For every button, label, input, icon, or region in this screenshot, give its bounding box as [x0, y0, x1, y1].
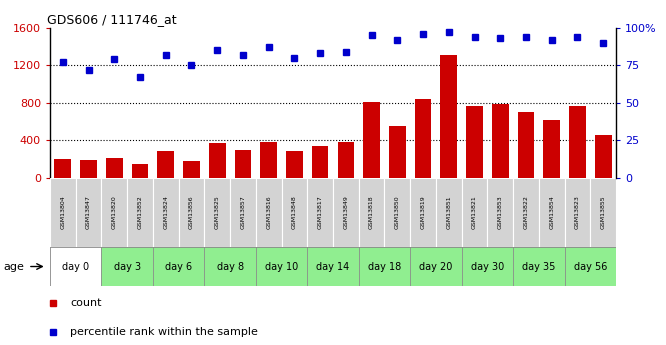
Bar	[565, 247, 616, 286]
Bar	[569, 106, 586, 178]
Text: GSM13804: GSM13804	[61, 195, 65, 229]
Text: GSM13824: GSM13824	[163, 195, 168, 229]
Text: GSM13855: GSM13855	[601, 195, 605, 229]
Text: GSM13850: GSM13850	[395, 195, 400, 229]
Bar	[153, 178, 178, 247]
Bar	[415, 99, 432, 178]
Bar	[462, 178, 488, 247]
Bar	[260, 141, 277, 178]
Text: GSM13857: GSM13857	[240, 195, 246, 229]
Bar	[488, 178, 513, 247]
Text: GSM13817: GSM13817	[318, 195, 322, 229]
Bar	[384, 178, 410, 247]
Text: GDS606 / 111746_at: GDS606 / 111746_at	[47, 13, 176, 27]
Bar	[466, 106, 483, 178]
Bar	[50, 178, 76, 247]
Text: percentile rank within the sample: percentile rank within the sample	[70, 327, 258, 337]
Text: GSM13821: GSM13821	[472, 195, 477, 229]
Bar	[513, 247, 565, 286]
Bar	[209, 144, 226, 178]
Bar	[157, 151, 174, 178]
Bar	[256, 178, 282, 247]
Bar	[230, 178, 256, 247]
Bar	[513, 178, 539, 247]
Bar	[76, 178, 101, 247]
Bar	[234, 150, 251, 178]
Text: count: count	[70, 298, 101, 308]
Bar	[410, 247, 462, 286]
Bar	[410, 178, 436, 247]
Text: day 56: day 56	[573, 262, 607, 272]
Text: day 20: day 20	[419, 262, 453, 272]
Bar	[517, 112, 534, 178]
Text: day 3: day 3	[114, 262, 141, 272]
Bar	[55, 159, 71, 178]
Bar	[286, 151, 303, 178]
Text: day 10: day 10	[265, 262, 298, 272]
Text: day 14: day 14	[316, 262, 350, 272]
Text: GSM13822: GSM13822	[523, 195, 529, 229]
Bar	[333, 178, 359, 247]
Bar	[492, 104, 509, 178]
Text: GSM13816: GSM13816	[266, 195, 271, 229]
Text: GSM13825: GSM13825	[214, 195, 220, 229]
Text: day 8: day 8	[216, 262, 244, 272]
Text: GSM13854: GSM13854	[549, 195, 554, 229]
Bar	[127, 178, 153, 247]
Bar	[106, 158, 123, 178]
Bar	[282, 178, 307, 247]
Bar	[359, 247, 410, 286]
Bar	[178, 178, 204, 247]
Bar	[359, 178, 384, 247]
Bar	[363, 102, 380, 178]
Bar	[80, 160, 97, 178]
Bar	[436, 178, 462, 247]
Bar	[389, 126, 406, 178]
Bar	[312, 146, 328, 178]
Text: GSM13848: GSM13848	[292, 195, 297, 229]
Bar	[440, 55, 457, 178]
Text: day 35: day 35	[522, 262, 555, 272]
Text: day 0: day 0	[62, 262, 89, 272]
Bar	[307, 247, 359, 286]
Bar	[338, 141, 354, 178]
Text: age: age	[3, 262, 24, 272]
Bar	[50, 247, 101, 286]
Bar	[132, 164, 149, 178]
Text: GSM13849: GSM13849	[344, 195, 348, 229]
Bar	[101, 178, 127, 247]
Text: GSM13819: GSM13819	[420, 195, 426, 229]
Bar	[595, 135, 611, 178]
Bar	[565, 178, 590, 247]
Text: day 30: day 30	[471, 262, 504, 272]
Text: day 6: day 6	[165, 262, 192, 272]
Text: day 18: day 18	[368, 262, 401, 272]
Bar	[101, 247, 153, 286]
Text: GSM13818: GSM13818	[369, 195, 374, 229]
Text: GSM13853: GSM13853	[498, 195, 503, 229]
Bar	[539, 178, 565, 247]
Bar	[543, 120, 560, 178]
Bar	[590, 178, 616, 247]
Text: GSM13823: GSM13823	[575, 195, 580, 229]
Bar	[153, 247, 204, 286]
Bar	[307, 178, 333, 247]
Bar	[204, 178, 230, 247]
Bar	[462, 247, 513, 286]
Bar	[256, 247, 307, 286]
Text: GSM13820: GSM13820	[112, 195, 117, 229]
Text: GSM13851: GSM13851	[446, 195, 452, 229]
Text: GSM13847: GSM13847	[86, 195, 91, 229]
Text: GSM13852: GSM13852	[137, 195, 143, 229]
Bar	[183, 161, 200, 178]
Text: GSM13856: GSM13856	[189, 195, 194, 229]
Bar	[204, 247, 256, 286]
